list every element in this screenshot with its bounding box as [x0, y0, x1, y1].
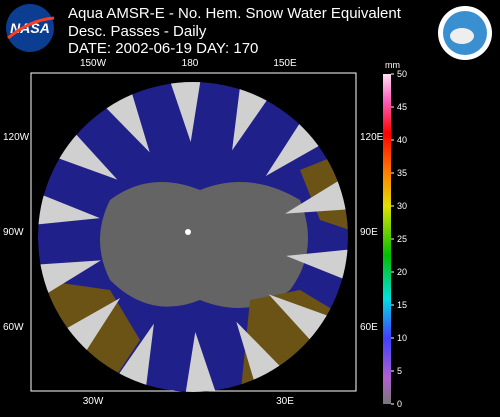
- longitude-label: 60E: [360, 322, 378, 333]
- colorbar-tick-label: 20: [397, 267, 407, 277]
- colorbar-tick-label: 50: [397, 69, 407, 79]
- nasa-logo: NASA: [6, 4, 55, 52]
- mission-logo: [438, 6, 492, 60]
- longitude-label: 90E: [360, 227, 378, 238]
- colorbar-unit: mm: [385, 60, 400, 70]
- longitude-label: 120W: [3, 132, 30, 143]
- colorbar-tick-label: 45: [397, 102, 407, 112]
- colorbar-tick-label: 40: [397, 135, 407, 145]
- swath-gap: [156, 82, 208, 142]
- longitude-label: 150E: [273, 58, 297, 69]
- swath-gap: [38, 178, 100, 229]
- colorbar-tick-label: 10: [397, 333, 407, 343]
- longitude-label: 60W: [3, 322, 24, 333]
- svg-text:NASA: NASA: [10, 20, 50, 36]
- colorbar-tick-label: 30: [397, 201, 407, 211]
- colorbar-tick-label: 0: [397, 399, 402, 409]
- colorbar-tick-label: 15: [397, 300, 407, 310]
- longitude-label: 150W: [80, 58, 107, 69]
- longitude-label: 30E: [276, 396, 294, 407]
- colorbar-tick-label: 25: [397, 234, 407, 244]
- title-line: Aqua AMSR-E - No. Hem. Snow Water Equiva…: [68, 5, 402, 22]
- colorbar-tick-label: 5: [397, 366, 402, 376]
- colorbar: [383, 74, 391, 404]
- colorbar-tick-label: 35: [397, 168, 407, 178]
- swath-gap: [38, 260, 101, 317]
- longitude-label: 180: [182, 58, 199, 69]
- swath-gap: [286, 245, 348, 296]
- title-line: Desc. Passes - Daily: [68, 23, 207, 40]
- longitude-label: 120E: [360, 132, 384, 143]
- swath-gap: [285, 157, 348, 214]
- longitude-label: 30W: [83, 396, 104, 407]
- title-line: DATE: 2002-06-19 DAY: 170: [68, 40, 258, 57]
- swath-gap: [178, 332, 230, 392]
- longitude-label: 90W: [3, 227, 24, 238]
